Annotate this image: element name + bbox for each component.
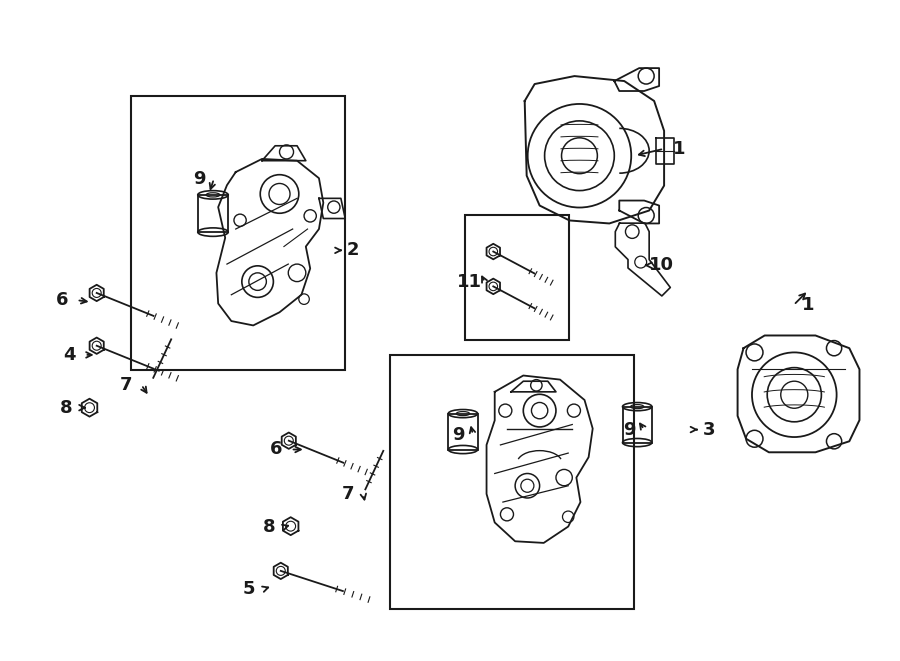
Text: 8: 8 bbox=[60, 399, 73, 416]
Bar bbox=[448, 414, 478, 449]
Text: 9: 9 bbox=[452, 426, 464, 444]
Bar bbox=[465, 215, 570, 340]
Text: 1: 1 bbox=[802, 296, 814, 314]
Text: 7: 7 bbox=[120, 375, 132, 394]
Text: 7: 7 bbox=[342, 485, 355, 503]
Text: 9: 9 bbox=[193, 170, 205, 188]
Bar bbox=[131, 96, 346, 370]
Bar bbox=[198, 195, 229, 232]
Text: 5: 5 bbox=[243, 580, 255, 598]
Text: 2: 2 bbox=[346, 241, 359, 259]
Text: 9: 9 bbox=[623, 420, 635, 439]
Text: 11: 11 bbox=[457, 273, 482, 292]
Text: 6: 6 bbox=[269, 440, 282, 459]
Text: 8: 8 bbox=[263, 518, 275, 536]
Text: 3: 3 bbox=[703, 420, 716, 439]
Bar bbox=[391, 355, 634, 609]
Text: 6: 6 bbox=[56, 291, 68, 309]
Text: 10: 10 bbox=[649, 256, 673, 274]
Bar bbox=[623, 407, 652, 443]
Text: 4: 4 bbox=[63, 346, 76, 364]
Text: 1: 1 bbox=[673, 139, 685, 158]
